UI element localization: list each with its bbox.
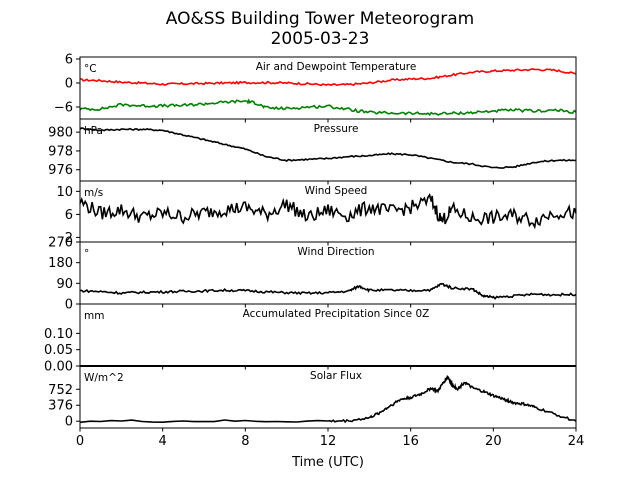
xtick-label: 4 xyxy=(159,434,167,449)
solar-flux-ytick-label: 0 xyxy=(65,415,73,430)
pressure-ytick-label: 976 xyxy=(48,163,73,178)
pressure-unit-label: hPa xyxy=(84,125,103,137)
solar-flux-series-line-0 xyxy=(79,374,577,424)
xtick-label: 16 xyxy=(402,434,419,449)
wind-speed-unit-label: m/s xyxy=(84,187,103,199)
precipitation-ytick-label: 0.00 xyxy=(44,360,73,375)
wind-direction-ytick-label: 90 xyxy=(56,277,73,292)
wind-speed-series-line-0 xyxy=(79,192,577,230)
wind-direction-panel-title: Wind Direction xyxy=(297,246,374,258)
pressure-ytick-label: 978 xyxy=(48,144,73,159)
x-axis-label: Time (UTC) xyxy=(291,455,364,470)
wind-direction-ytick-label: 180 xyxy=(48,256,73,271)
precipitation-unit-label: mm xyxy=(84,310,104,322)
solar-flux-panel-title: Solar Flux xyxy=(310,370,362,382)
wind-direction-ytick-label: 0 xyxy=(65,298,73,313)
precipitation-ytick-label: 0.10 xyxy=(44,327,73,342)
precipitation-ytick-label: 0.05 xyxy=(44,343,73,358)
precipitation-panel-title: Accumulated Precipitation Since 0Z xyxy=(243,308,430,320)
wind-direction-panel: 270 180 90 0 Wind Direction ° xyxy=(48,236,577,313)
temperature-series-line-0 xyxy=(80,68,577,87)
precipitation-panel: 0.100.05 0.00 Accumulated Precipitation Si… xyxy=(44,303,577,375)
figure-title-line1: AO&SS Building Tower Meteorogram xyxy=(166,9,474,29)
solar-flux-ytick-label: 376 xyxy=(48,399,73,414)
temperature-ytick-label: 6 xyxy=(65,53,73,68)
pressure-ytick-label: 980 xyxy=(48,126,73,141)
wind-speed-ytick-label: 2 xyxy=(65,231,73,246)
temperature-series-line-1 xyxy=(79,98,577,116)
pressure-series-line-0 xyxy=(79,127,577,169)
wind-speed-panel: 10 6 2 Wind Speed m/s xyxy=(56,180,577,246)
wind-direction-series-line-0 xyxy=(79,282,577,300)
meteorogram-panels: 6 0 −6 Air and Dewpoint Temperature °C 980 978… xyxy=(44,53,577,432)
temperature-ytick-label: 0 xyxy=(65,77,73,92)
temperature-unit-label: °C xyxy=(84,63,97,75)
temperature-panel: 6 0 −6 Air and Dewpoint Temperature °C xyxy=(54,53,577,123)
xtick-label: 0 xyxy=(76,434,84,449)
temperature-panel-title: Air and Dewpoint Temperature xyxy=(256,61,417,73)
shared-time-axis: 0 4 8 12 16 20 24 xyxy=(76,434,584,449)
xtick-label: 12 xyxy=(320,434,337,449)
wind-speed-ytick-label: 10 xyxy=(56,185,73,200)
wind-direction-unit-label: ° xyxy=(84,248,89,260)
solar-flux-ytick-label: 752 xyxy=(48,383,73,398)
temperature-ytick-label: −6 xyxy=(54,101,73,116)
wind-direction-ytick-label: 270 xyxy=(48,236,73,251)
pressure-panel-title: Pressure xyxy=(314,123,359,135)
wind-speed-panel-title: Wind Speed xyxy=(305,185,368,197)
solar-flux-unit-label: W/m^2 xyxy=(84,372,124,384)
xtick-label: 8 xyxy=(241,434,249,449)
xtick-label: 24 xyxy=(568,434,585,449)
xtick-label: 20 xyxy=(485,434,502,449)
wind-speed-ytick-label: 6 xyxy=(65,208,73,223)
figure-title-line2: 2005-03-23 xyxy=(271,29,370,49)
pressure-panel: 980 978 976 Pressure hPa xyxy=(48,118,577,185)
